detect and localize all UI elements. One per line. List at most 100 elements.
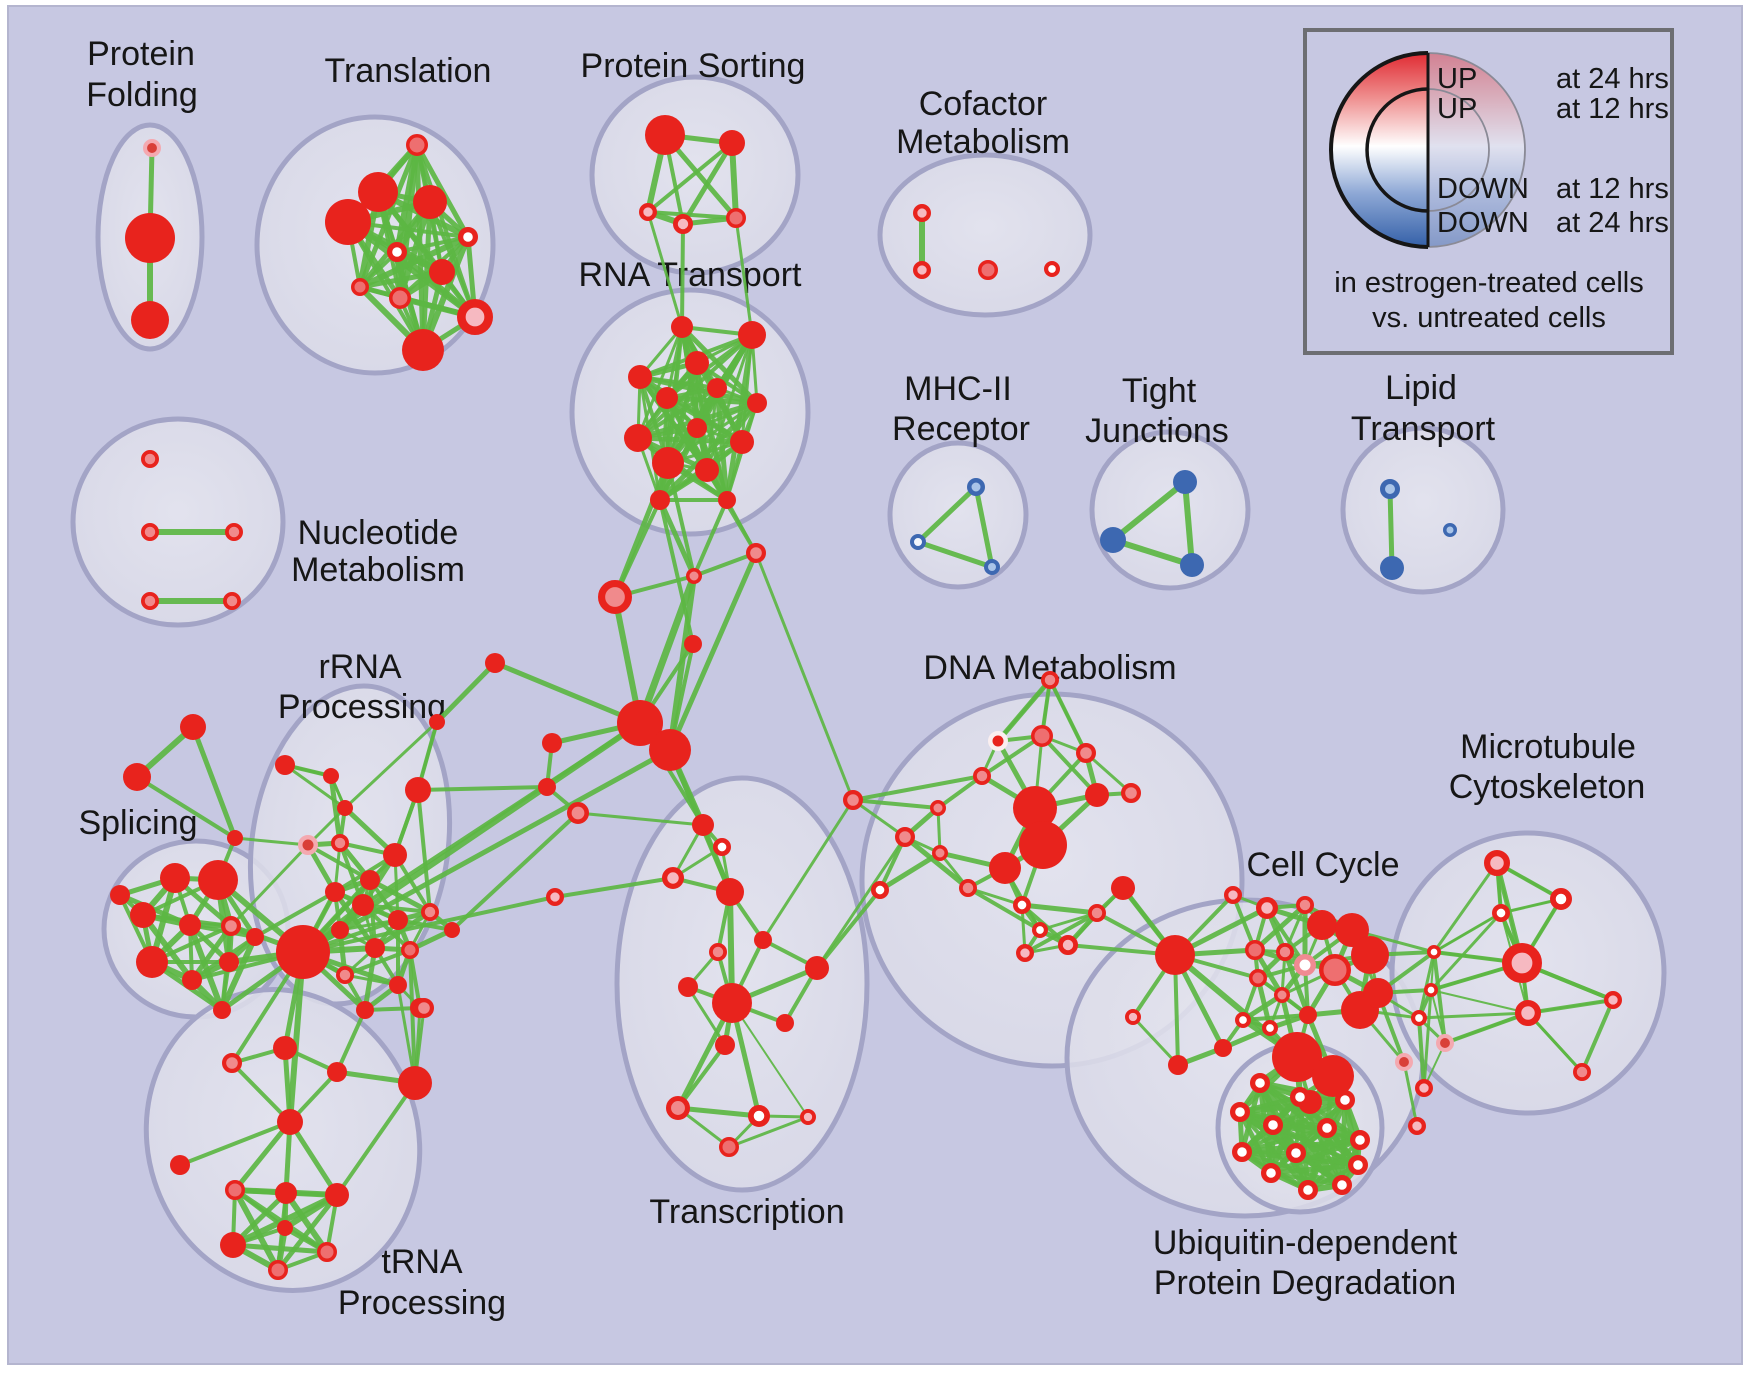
cluster-label-tight-junctions-0: Tight <box>1122 372 1197 410</box>
node-w2 <box>542 733 562 753</box>
node-sp11 <box>110 885 130 905</box>
edge-b3-b4 <box>1237 1097 1348 1115</box>
edge-g9-g14 <box>731 1002 809 1118</box>
legend-time-up-12: at 12 hrs <box>1556 93 1669 125</box>
node-b1 <box>1249 1072 1270 1093</box>
edge-d14-d15 <box>966 886 1024 907</box>
edge-k20-k21 <box>1131 1015 1180 1067</box>
edge-b11-b12 <box>1269 1171 1344 1187</box>
node-c3 <box>978 260 998 280</box>
node-k21 <box>1168 1055 1188 1075</box>
node-u6 <box>1604 990 1623 1009</box>
node-d15 <box>1013 896 1032 915</box>
node-k23 <box>1395 1053 1414 1072</box>
edge-j2-j3 <box>1110 537 1195 568</box>
node-k2 <box>1296 896 1315 915</box>
edge-bb-d11 <box>851 798 907 839</box>
node-d6 <box>1013 786 1057 830</box>
edge-g7-g10 <box>686 985 727 1047</box>
legend-note-line2: vs. untreated cells <box>1372 302 1606 334</box>
edge-u3-v2 <box>1429 911 1503 992</box>
edge-p7-p12 <box>232 1187 281 1273</box>
edge-p5-p7 <box>232 1119 293 1193</box>
node-p6 <box>170 1155 190 1175</box>
edge-j1-j3 <box>1182 479 1195 568</box>
edge-w4-g1 <box>576 811 705 827</box>
node-w3 <box>538 778 556 796</box>
cluster-label-translation-0: Translation <box>325 52 492 90</box>
edge-p5-p6 <box>178 1120 292 1167</box>
edge-sp5-sp7 <box>189 923 234 983</box>
node-m2 <box>910 534 926 550</box>
node-c2 <box>912 261 931 280</box>
node-p13 <box>277 1220 293 1236</box>
node-r8 <box>687 418 707 438</box>
edge-m1-m3 <box>973 484 995 570</box>
node-g12 <box>666 1096 691 1121</box>
edge-sp9-sp10 <box>219 934 258 1013</box>
cluster-label-tight-junctions-1: Junctions <box>1085 412 1229 450</box>
node-q15 <box>401 941 419 959</box>
node-g14 <box>799 1109 816 1126</box>
node-r10 <box>624 424 652 452</box>
node-q5 <box>298 835 318 855</box>
edge-d15-d19 <box>1019 902 1100 916</box>
node-q9 <box>325 882 345 902</box>
edge-q2-q6 <box>328 773 343 846</box>
node-d18 <box>1058 935 1079 956</box>
node-q8 <box>360 870 380 890</box>
node-p8 <box>275 1182 297 1204</box>
node-d19 <box>1088 904 1107 923</box>
edge-q0-p5 <box>287 949 306 1125</box>
cluster-label-rrna-processing-0: rRNA <box>318 648 401 686</box>
node-k16 <box>1214 1039 1232 1057</box>
edge-bb-d4 <box>851 774 984 802</box>
edge-r7-r9 <box>664 395 745 445</box>
node-g5 <box>709 943 728 962</box>
cluster-label-protein-folding-1: Folding <box>86 76 198 114</box>
edge-d16-d19 <box>1038 911 1099 932</box>
edge-u5-v2 <box>1430 989 1529 1014</box>
cluster-mhc-ii-receptor <box>887 440 1029 590</box>
edge-g6-bb <box>761 798 855 942</box>
node-k22 <box>1363 978 1393 1008</box>
node-q16 <box>336 966 355 985</box>
edge-d14-d16 <box>966 886 1042 932</box>
node-p12 <box>268 1260 288 1280</box>
edge-q8-q12 <box>367 877 433 915</box>
node-k6 <box>1276 943 1295 962</box>
edge-t3-t11 <box>346 220 425 352</box>
node-g8 <box>805 956 829 980</box>
node-sp8 <box>219 952 239 972</box>
edge-k13-k14 <box>1241 1013 1310 1022</box>
node-k24 <box>1408 1117 1427 1136</box>
legend-dial <box>1329 51 1526 249</box>
cluster-label-cofactor-metabolism-0: Cofactor <box>919 85 1048 123</box>
node-d5 <box>930 800 946 816</box>
edge-q3-q12 <box>416 788 432 914</box>
node-h5 <box>745 542 766 563</box>
node-l1 <box>1380 479 1400 499</box>
legend: UP at 24 hrs UP at 12 hrs DOWN at 12 hrs… <box>1303 28 1674 355</box>
node-b5 <box>1262 1114 1283 1135</box>
node-p10 <box>220 1232 246 1258</box>
node-sp7 <box>182 970 202 990</box>
edge-d17-d19 <box>1023 911 1099 955</box>
edge-sp4-sp9 <box>187 922 225 1013</box>
node-c4 <box>1043 260 1060 277</box>
node-h2 <box>649 729 691 771</box>
node-sp9 <box>213 1001 231 1019</box>
edge-r13-h3 <box>613 498 662 599</box>
edge-d3-d21 <box>1048 678 1088 755</box>
edge-g10-g12 <box>676 1043 727 1110</box>
node-q0 <box>276 925 330 979</box>
node-u7 <box>1573 1063 1592 1082</box>
node-k1 <box>1256 897 1279 920</box>
node-t6 <box>387 242 408 263</box>
node-d16 <box>1031 922 1048 939</box>
node-k8 <box>1294 954 1316 976</box>
node-k20 <box>1125 1008 1142 1025</box>
node-t7 <box>429 259 455 285</box>
node-sp4 <box>179 914 201 936</box>
